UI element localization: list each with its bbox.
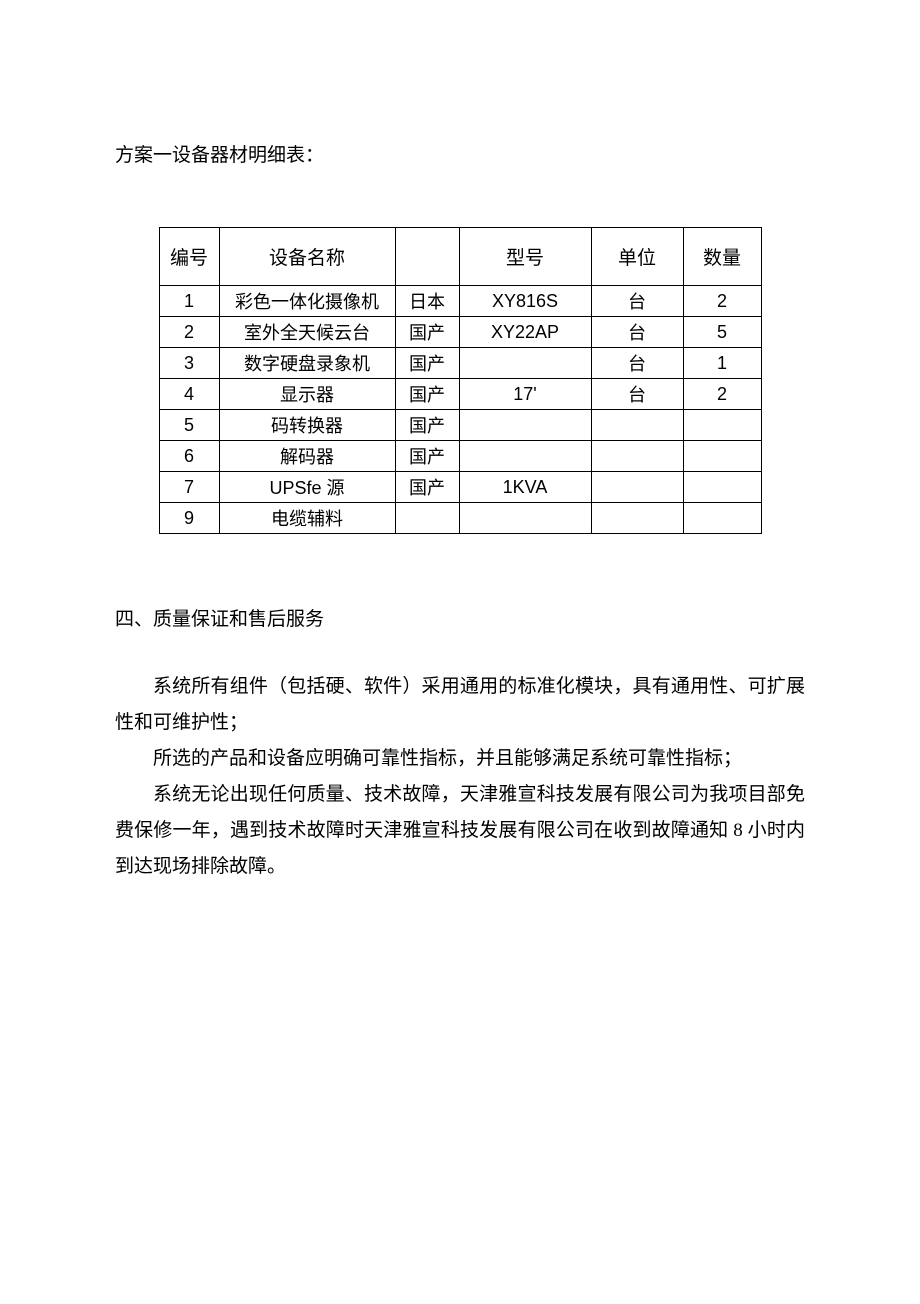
cell-origin [395,503,459,534]
section-heading: 四、质量保证和售后服务 [115,604,805,631]
col-header-model: 型号 [459,228,591,286]
paragraph-2: 所选的产品和设备应明确可靠性指标，并且能够满足系统可靠性指标； [115,741,805,777]
cell-unit: 台 [591,317,683,348]
paragraph-3: 系统无论出现任何质量、技术故障，天津雅宣科技发展有限公司为我项目部免费保修一年，… [115,777,805,885]
cell-unit [591,503,683,534]
cell-id: 6 [159,441,219,472]
cell-unit [591,410,683,441]
cell-id: 7 [159,472,219,503]
cell-qty [683,441,761,472]
table-header-row: 编号 设备名称 型号 单位 数量 [159,228,761,286]
cell-origin: 国产 [395,410,459,441]
cell-qty: 2 [683,286,761,317]
col-header-id: 编号 [159,228,219,286]
cell-model [459,348,591,379]
cell-id: 1 [159,286,219,317]
cell-name: UPSfe 源 [219,472,395,503]
cell-name: 显示器 [219,379,395,410]
table-row: 2 室外全天候云台 国产 XY22AP 台 5 [159,317,761,348]
cell-origin: 国产 [395,441,459,472]
cell-unit: 台 [591,348,683,379]
cell-qty [683,503,761,534]
table-row: 6 解码器 国产 [159,441,761,472]
cell-model [459,410,591,441]
equipment-table-wrapper: 编号 设备名称 型号 单位 数量 1 彩色一体化摄像机 日本 XY816S 台 … [115,227,805,534]
cell-name: 电缆辅料 [219,503,395,534]
document-title: 方案一设备器材明细表： [115,140,805,167]
cell-id: 5 [159,410,219,441]
cell-unit [591,472,683,503]
cell-model: XY22AP [459,317,591,348]
table-row: 4 显示器 国产 17' 台 2 [159,379,761,410]
col-header-qty: 数量 [683,228,761,286]
cell-model [459,503,591,534]
cell-name: 数字硬盘录象机 [219,348,395,379]
cell-origin: 国产 [395,348,459,379]
table-body: 1 彩色一体化摄像机 日本 XY816S 台 2 2 室外全天候云台 国产 XY… [159,286,761,534]
table-row: 3 数字硬盘录象机 国产 台 1 [159,348,761,379]
cell-qty [683,472,761,503]
cell-name: 解码器 [219,441,395,472]
cell-qty: 2 [683,379,761,410]
table-row: 9 电缆辅料 [159,503,761,534]
cell-origin: 国产 [395,472,459,503]
cell-origin: 日本 [395,286,459,317]
cell-model [459,441,591,472]
paragraph-1: 系统所有组件（包括硬、软件）采用通用的标准化模块，具有通用性、可扩展性和可维护性… [115,669,805,741]
table-row: 1 彩色一体化摄像机 日本 XY816S 台 2 [159,286,761,317]
col-header-name: 设备名称 [219,228,395,286]
cell-id: 4 [159,379,219,410]
cell-origin: 国产 [395,317,459,348]
cell-id: 3 [159,348,219,379]
cell-model: 17' [459,379,591,410]
cell-unit: 台 [591,379,683,410]
cell-name: 室外全天候云台 [219,317,395,348]
cell-id: 9 [159,503,219,534]
table-row: 7 UPSfe 源 国产 1KVA [159,472,761,503]
cell-origin: 国产 [395,379,459,410]
col-header-origin [395,228,459,286]
cell-qty [683,410,761,441]
table-row: 5 码转换器 国产 [159,410,761,441]
cell-unit [591,441,683,472]
equipment-table: 编号 设备名称 型号 单位 数量 1 彩色一体化摄像机 日本 XY816S 台 … [159,227,762,534]
cell-unit: 台 [591,286,683,317]
cell-model: 1KVA [459,472,591,503]
cell-name: 码转换器 [219,410,395,441]
cell-name: 彩色一体化摄像机 [219,286,395,317]
cell-qty: 1 [683,348,761,379]
cell-id: 2 [159,317,219,348]
col-header-unit: 单位 [591,228,683,286]
cell-qty: 5 [683,317,761,348]
cell-model: XY816S [459,286,591,317]
